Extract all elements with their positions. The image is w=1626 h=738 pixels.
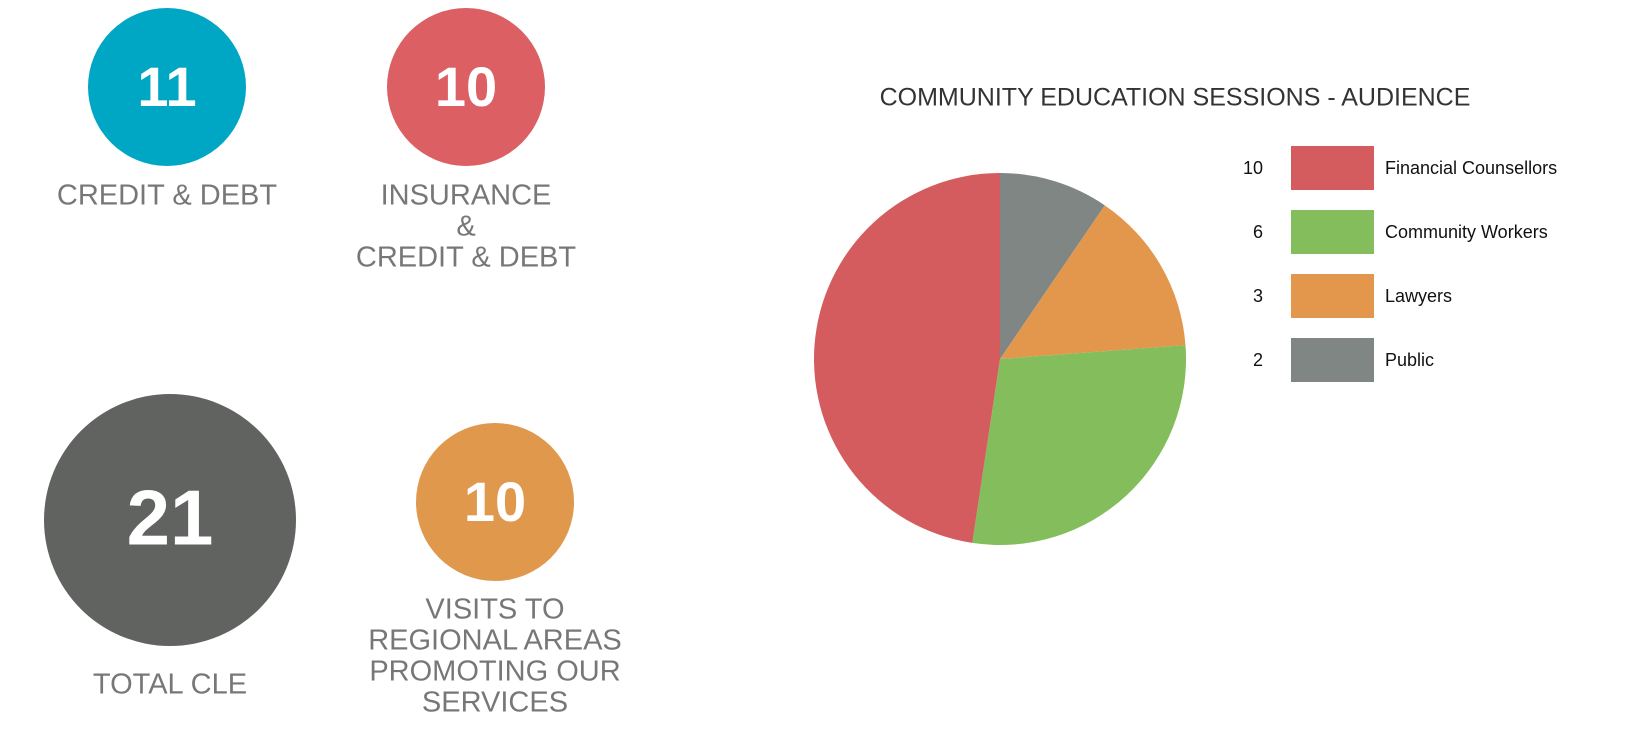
stat-label: VISITS TO bbox=[425, 594, 564, 626]
stat-label: CREDIT & DEBT bbox=[57, 180, 278, 212]
legend-swatch bbox=[1291, 338, 1374, 382]
pie-slice bbox=[1000, 205, 1186, 359]
stat-label: SERVICES bbox=[422, 687, 568, 719]
stat-label: REGIONAL AREAS bbox=[368, 625, 622, 657]
stat-value: 10 bbox=[435, 55, 497, 118]
legend-swatch bbox=[1291, 274, 1374, 318]
stat-value: 21 bbox=[127, 474, 214, 562]
stat-label: INSURANCE bbox=[381, 180, 552, 212]
legend-swatch bbox=[1291, 146, 1374, 190]
stat-value: 10 bbox=[464, 470, 526, 533]
legend-value: 2 bbox=[1253, 350, 1263, 370]
legend-value: 3 bbox=[1253, 286, 1263, 306]
legend-label: Community Workers bbox=[1385, 222, 1548, 242]
stat-circle bbox=[88, 8, 246, 166]
pie-slice bbox=[1000, 173, 1105, 359]
stat-label: CREDIT & DEBT bbox=[356, 242, 577, 274]
legend-label: Lawyers bbox=[1385, 286, 1452, 306]
pie-slice bbox=[972, 345, 1186, 545]
stat-label: TOTAL CLE bbox=[93, 669, 247, 701]
stat-label: PROMOTING OUR bbox=[369, 656, 620, 688]
pie-slice bbox=[813, 173, 1000, 543]
legend-value: 10 bbox=[1243, 158, 1263, 178]
chart-title: COMMUNITY EDUCATION SESSIONS - AUDIENCE bbox=[880, 84, 1471, 112]
legend-swatch bbox=[1291, 210, 1374, 254]
legend-label: Financial Counsellors bbox=[1385, 158, 1557, 178]
legend-value: 6 bbox=[1253, 222, 1263, 242]
stat-value: 11 bbox=[137, 55, 196, 118]
stat-label: & bbox=[456, 211, 475, 243]
stat-circle bbox=[387, 8, 545, 166]
stat-circle bbox=[416, 423, 574, 581]
legend-label: Public bbox=[1385, 350, 1434, 370]
stat-circle bbox=[44, 394, 296, 646]
